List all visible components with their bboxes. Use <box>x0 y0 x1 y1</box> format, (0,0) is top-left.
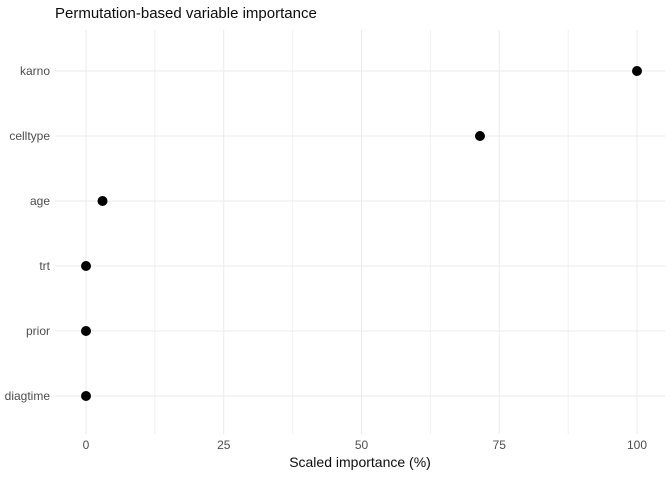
y-tick-label: age <box>30 194 50 208</box>
x-axis-title: Scaled importance (%) <box>289 454 431 470</box>
x-tick-label: 100 <box>627 438 647 452</box>
y-tick-label: prior <box>26 324 50 338</box>
y-tick-label: karno <box>20 64 50 78</box>
y-tick-label: diagtime <box>5 389 51 403</box>
data-point-trt <box>81 261 91 271</box>
y-tick-label: trt <box>39 259 50 273</box>
data-point-karno <box>632 66 642 76</box>
x-tick-label: 50 <box>355 438 369 452</box>
data-point-age <box>97 196 108 206</box>
x-tick-label: 25 <box>217 438 231 452</box>
data-point-prior <box>81 326 91 336</box>
chart-title: Permutation-based variable importance <box>55 5 317 22</box>
data-point-diagtime <box>81 391 91 401</box>
y-tick-label: celltype <box>9 129 50 143</box>
x-tick-label: 0 <box>83 438 90 452</box>
x-tick-label: 75 <box>493 438 507 452</box>
data-point-celltype <box>474 131 485 141</box>
